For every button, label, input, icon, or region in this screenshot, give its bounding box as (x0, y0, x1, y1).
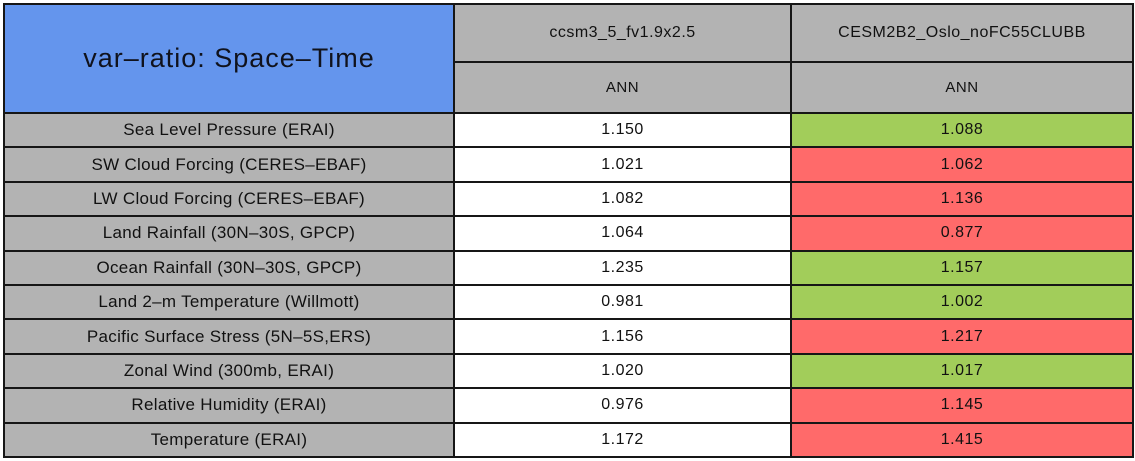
value-col2: 1.062 (790, 146, 1134, 183)
value-col2: 1.017 (790, 352, 1134, 390)
value-col1: 1.156 (453, 318, 792, 355)
metric-label: Sea Level Pressure (ERAI) (3, 111, 455, 149)
value-col1: 0.981 (453, 283, 792, 321)
table-row: Relative Humidity (ERAI) 0.976 1.145 (3, 387, 1134, 424)
value-col2: 1.415 (790, 421, 1134, 459)
season-header-col1: ANN (453, 61, 792, 114)
var-ratio-table-frame: var–ratio: Space–Time ccsm3_5_fv1.9x2.5 … (3, 3, 1134, 459)
value-col1: 1.172 (453, 421, 792, 459)
model-header-col1: ccsm3_5_fv1.9x2.5 (453, 3, 792, 63)
value-col2: 1.088 (790, 111, 1134, 149)
var-ratio-table: var–ratio: Space–Time ccsm3_5_fv1.9x2.5 … (3, 3, 1134, 459)
model-header-col2: CESM2B2_Oslo_noFC55CLUBB (790, 3, 1134, 63)
value-col2: 1.002 (790, 283, 1134, 321)
metric-label: Zonal Wind (300mb, ERAI) (3, 352, 455, 390)
value-col2: 1.145 (790, 387, 1134, 424)
value-col2: 1.136 (790, 180, 1134, 218)
table-row: Sea Level Pressure (ERAI) 1.150 1.088 (3, 111, 1134, 149)
value-col1: 0.976 (453, 387, 792, 424)
table-title: var–ratio: Space–Time (3, 3, 455, 114)
header-row-models: var–ratio: Space–Time ccsm3_5_fv1.9x2.5 … (3, 3, 1134, 114)
metric-label: SW Cloud Forcing (CERES–EBAF) (3, 146, 455, 183)
metric-label: Ocean Rainfall (30N–30S, GPCP) (3, 249, 455, 286)
value-col1: 1.064 (453, 215, 792, 252)
metric-label: Land 2–m Temperature (Willmott) (3, 283, 455, 321)
metric-label: Relative Humidity (ERAI) (3, 387, 455, 424)
table-row: Pacific Surface Stress (5N–5S,ERS) 1.156… (3, 318, 1134, 355)
value-col2: 1.217 (790, 318, 1134, 355)
table-row: Temperature (ERAI) 1.172 1.415 (3, 421, 1134, 459)
metric-label: Temperature (ERAI) (3, 421, 455, 459)
value-col2: 1.157 (790, 249, 1134, 286)
header-row-seasons: ANN ANN (4, 61, 1134, 114)
value-col1: 1.235 (453, 249, 792, 286)
table-row: Land Rainfall (30N–30S, GPCP) 1.064 0.87… (3, 215, 1134, 252)
table-row: Land 2–m Temperature (Willmott) 0.981 1.… (3, 283, 1134, 321)
metric-label: Pacific Surface Stress (5N–5S,ERS) (3, 318, 455, 355)
metric-label: Land Rainfall (30N–30S, GPCP) (3, 215, 455, 252)
table-row: Zonal Wind (300mb, ERAI) 1.020 1.017 (3, 352, 1134, 390)
metric-label: LW Cloud Forcing (CERES–EBAF) (3, 180, 455, 218)
table-row: SW Cloud Forcing (CERES–EBAF) 1.021 1.06… (3, 146, 1134, 183)
value-col1: 1.150 (453, 111, 792, 149)
season-header-col2: ANN (790, 61, 1134, 114)
table-row: Ocean Rainfall (30N–30S, GPCP) 1.235 1.1… (3, 249, 1134, 286)
value-col2: 0.877 (790, 215, 1134, 252)
value-col1: 1.021 (453, 146, 792, 183)
table-row: LW Cloud Forcing (CERES–EBAF) 1.082 1.13… (3, 180, 1134, 218)
value-col1: 1.082 (453, 180, 792, 218)
value-col1: 1.020 (453, 352, 792, 390)
